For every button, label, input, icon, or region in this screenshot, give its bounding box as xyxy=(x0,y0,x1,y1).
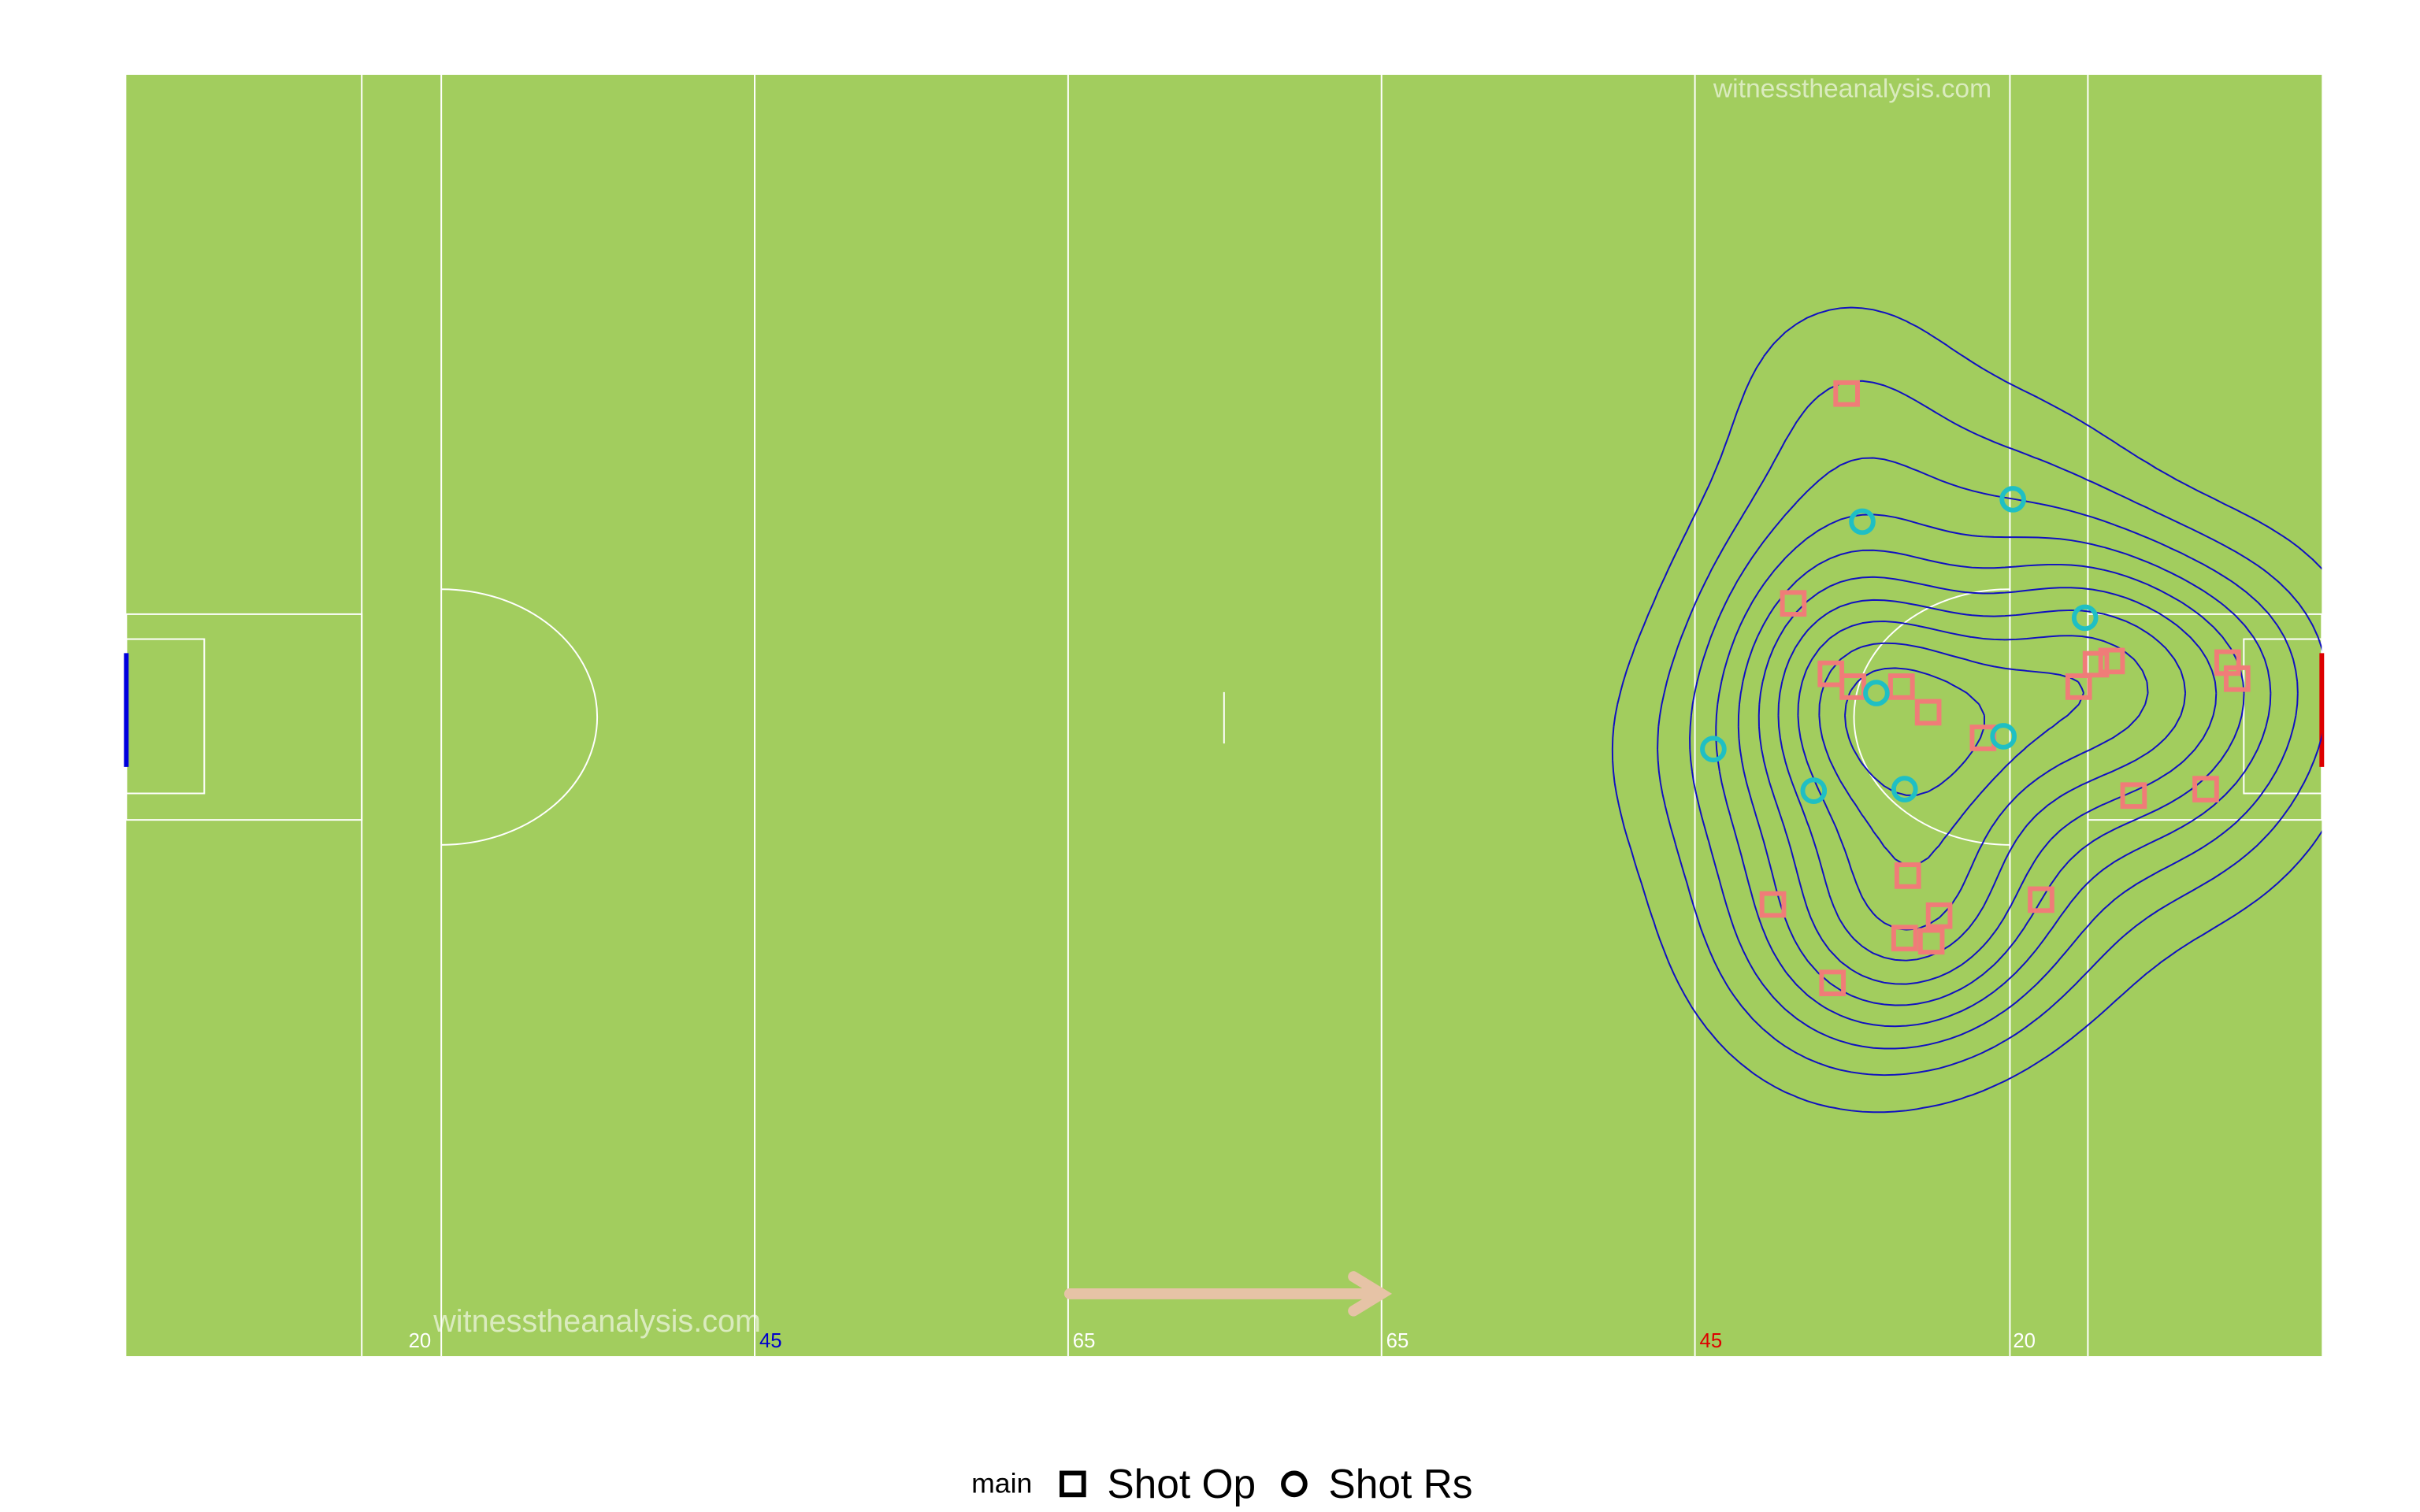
shot-point xyxy=(1839,673,1866,700)
shot-point xyxy=(1999,486,2026,513)
shot-point xyxy=(1914,699,1942,726)
line-label: 45 xyxy=(759,1330,782,1352)
legend-label: Shot Op xyxy=(1107,1461,1256,1506)
shot-point xyxy=(1925,902,1953,929)
shot-point xyxy=(2192,776,2219,802)
legend-label: Shot Rs xyxy=(1328,1461,1472,1506)
shot-point xyxy=(1891,776,1918,802)
density-contour xyxy=(1818,642,2084,867)
line-label: 65 xyxy=(1073,1330,1096,1352)
legend: main Shot Op Shot Rs xyxy=(971,1461,1472,1506)
shot-point xyxy=(2028,886,2054,914)
shot-point xyxy=(1759,891,1787,918)
density-contour xyxy=(1657,380,2322,1077)
watermark: witnesstheanalysis.com xyxy=(432,1304,761,1339)
density-contour xyxy=(1611,306,2322,1114)
legend-key xyxy=(1059,1470,1086,1498)
density-contour xyxy=(1715,513,2272,1028)
line-label: 20 xyxy=(409,1330,432,1352)
legend-title: main xyxy=(971,1468,1032,1499)
density-contour xyxy=(1757,576,2218,985)
shot-point xyxy=(1700,736,1727,763)
density-contour xyxy=(1689,457,2299,1050)
shot-point xyxy=(2120,782,2147,810)
shot-point xyxy=(2065,673,2092,700)
shot-point xyxy=(1990,723,2017,750)
shot-point xyxy=(1887,673,1915,700)
legend-key xyxy=(1281,1470,1308,1498)
shot-point xyxy=(2071,604,2099,632)
line-label: 65 xyxy=(1386,1330,1409,1352)
line-label: 20 xyxy=(2013,1330,2036,1352)
points xyxy=(1700,380,2251,997)
shot-point xyxy=(1849,508,1876,536)
shot-point xyxy=(1863,680,1890,706)
direction-arrow xyxy=(1063,1271,1393,1317)
shot-point xyxy=(1894,862,1921,889)
shot-point xyxy=(2098,647,2125,675)
shot-point xyxy=(1780,590,1807,617)
shot-point xyxy=(2223,665,2251,692)
shot-point xyxy=(1800,777,1828,804)
line-label: 45 xyxy=(1700,1330,1723,1352)
shot-point xyxy=(1891,925,1918,952)
density-contour xyxy=(1844,667,1985,796)
shot-point xyxy=(2082,650,2110,678)
shot-point xyxy=(1833,380,1860,407)
density-contour xyxy=(1737,549,2245,1006)
line-labels: 20 45 65 65 45 20 xyxy=(409,1330,2036,1352)
shot-point xyxy=(1917,928,1945,955)
shot-point xyxy=(1819,969,1847,997)
watermark: witnesstheanalysis.com xyxy=(1713,75,1991,104)
